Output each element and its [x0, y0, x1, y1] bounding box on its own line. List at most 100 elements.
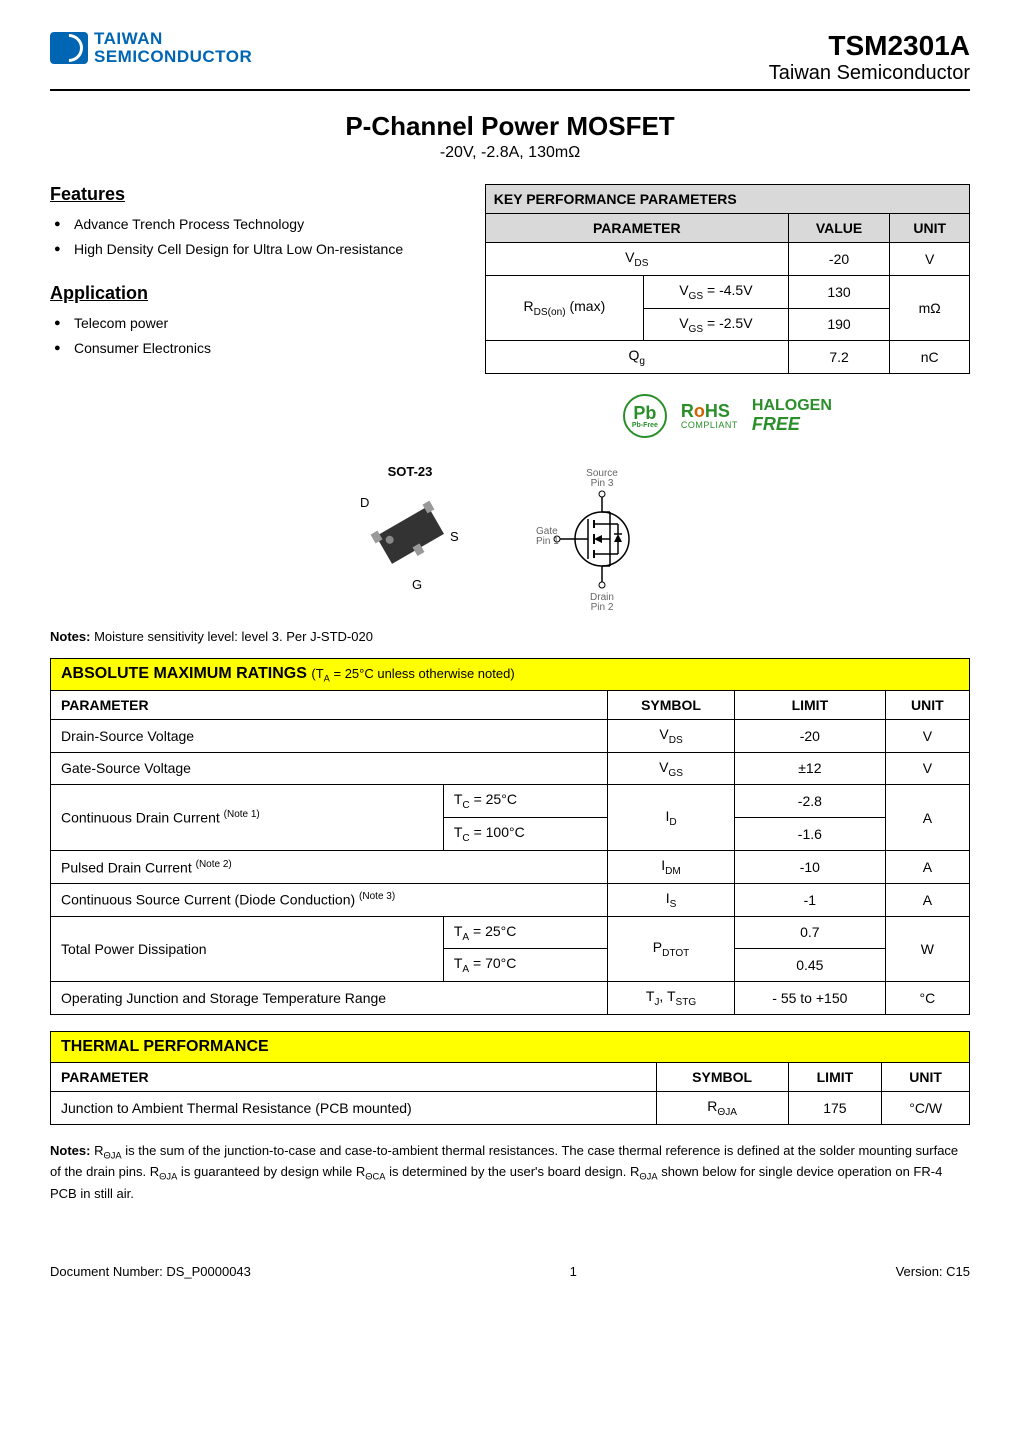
r3-c2-sub: C [462, 833, 469, 844]
r3-limit1: -2.8 [734, 785, 885, 818]
abs-col-parameter: PARAMETER [51, 690, 608, 719]
qg-unit: nC [890, 341, 970, 374]
thermal-r1-unit: °C/W [882, 1091, 970, 1124]
r6-sym-pre: P [653, 939, 662, 955]
r5-unit: A [885, 883, 969, 916]
abs-col-limit: LIMIT [734, 690, 885, 719]
qg-pre: Q [629, 347, 640, 363]
halogen-text: HALOGEN [752, 398, 832, 415]
table-row: Continuous Source Current (Diode Conduct… [51, 883, 970, 916]
rds-pre: R [524, 298, 534, 314]
r7-sym-sep: , [659, 988, 667, 1004]
rds-cond2-pre: V [679, 315, 688, 331]
abs-title-sub-post: = 25°C unless otherwise noted) [330, 666, 515, 681]
rds-cond1-sub: GS [689, 291, 704, 302]
r5-limit: -1 [734, 883, 885, 916]
abs-col-unit: UNIT [885, 690, 969, 719]
r6-c1-post: = 25°C [469, 923, 516, 939]
logo-line2: SEMICONDUCTOR [94, 48, 252, 66]
table-row: Continuous Drain Current (Note 1) TC = 2… [51, 785, 970, 818]
r6-sym-sub: DTOT [662, 948, 689, 959]
features-list: Advance Trench Process Technology High D… [50, 215, 455, 259]
rds-cond1-post: = -4.5V [703, 282, 752, 298]
logo-line1: TAIWAN [94, 30, 252, 48]
fn-sub3: ΘCA [365, 1172, 385, 1182]
pin-d-label: D [360, 495, 369, 510]
footer-right: Version: C15 [896, 1264, 970, 1279]
qg-label: Qg [485, 341, 788, 374]
application-heading: Application [50, 283, 455, 304]
page-subtitle: -20V, -2.8A, 130mΩ [50, 144, 970, 162]
pb-free-icon: Pb Pb-Free [623, 394, 667, 438]
pin1-label: Pin 1 [536, 536, 559, 547]
thermal-col-symbol: SYMBOL [656, 1062, 788, 1091]
fn-d: is determined by the user's board design… [385, 1164, 639, 1179]
rohs-o: o [694, 401, 705, 421]
r5-note: (Note 3) [359, 891, 395, 902]
r3-c1-post: = 25°C [470, 791, 517, 807]
halogen-free-badge: HALOGEN FREE [752, 398, 832, 434]
r7-param: Operating Junction and Storage Temperatu… [51, 982, 608, 1015]
r2-sym-sub: GS [668, 767, 683, 778]
r3-c1-sub: C [462, 800, 469, 811]
r4-param-text: Pulsed Drain Current [61, 859, 196, 875]
table-row: Junction to Ambient Thermal Resistance (… [51, 1091, 970, 1124]
notes-line: Notes: Moisture sensitivity level: level… [50, 629, 970, 644]
mosfet-symbol-icon: Source Pin 3 [530, 464, 680, 614]
header-right: TSM2301A Taiwan Semiconductor [769, 30, 970, 85]
notes-text: Moisture sensitivity level: level 3. Per… [90, 629, 372, 644]
r7-unit: °C [885, 982, 969, 1015]
rds-cond2-post: = -2.5V [703, 315, 752, 331]
free-text: FREE [752, 415, 832, 434]
page-footer: Document Number: DS_P0000043 1 Version: … [50, 1264, 970, 1279]
feature-item: High Density Cell Design for Ultra Low O… [54, 240, 455, 259]
r4-sym: IDM [608, 850, 735, 883]
feature-item: Advance Trench Process Technology [54, 215, 455, 234]
rds-suffix: (max) [566, 298, 606, 314]
fn-sub4: ΘJA [639, 1172, 657, 1182]
pin2-label: Pin 2 [591, 602, 614, 613]
thermal-r1-param: Junction to Ambient Thermal Resistance (… [51, 1091, 657, 1124]
pin-s-label: S [450, 529, 459, 544]
footer-notes-bold: Notes: [50, 1143, 90, 1158]
r4-unit: A [885, 850, 969, 883]
diagrams-row: SOT-23 D S G Source Pin 3 [50, 464, 970, 617]
page-title: P-Channel Power MOSFET [50, 111, 970, 142]
r3-note: (Note 1) [224, 809, 260, 820]
r3-sym-sub: D [669, 817, 676, 828]
upper-columns: Features Advance Trench Process Technolo… [50, 184, 970, 438]
rds-val1: 130 [788, 275, 890, 308]
thermal-col-parameter: PARAMETER [51, 1062, 657, 1091]
r7-limit: - 55 to +150 [734, 982, 885, 1015]
r3-c2-post: = 100°C [470, 824, 525, 840]
compliance-badges: Pb Pb-Free RoHS COMPLIANT HALOGEN FREE [485, 394, 970, 438]
pin-g-label: G [412, 577, 422, 592]
abs-max-title-text: ABSOLUTE MAXIMUM RATINGS [61, 665, 311, 682]
rds-cond2-sub: GS [689, 323, 704, 334]
table-row: Total Power Dissipation TA = 25°C PDTOT … [51, 916, 970, 949]
r6-c2-post: = 70°C [469, 955, 516, 971]
logo-text: TAIWAN SEMICONDUCTOR [94, 30, 252, 66]
thermal-col-limit: LIMIT [788, 1062, 882, 1091]
pb-text: Pb [633, 404, 656, 422]
right-column: KEY PERFORMANCE PARAMETERS PARAMETER VAL… [485, 184, 970, 438]
r7-sym-pre2: T [667, 988, 676, 1004]
r1-param: Drain-Source Voltage [51, 719, 608, 752]
rds-cond1: VGS = -4.5V [644, 275, 789, 308]
r1-sym-pre: V [659, 726, 668, 742]
r6-unit: W [885, 916, 969, 982]
r6-sym: PDTOT [608, 916, 735, 982]
r6-cond1: TA = 25°C [443, 916, 607, 949]
r3-param: Continuous Drain Current (Note 1) [51, 785, 444, 851]
rohs-text: RoHS [681, 402, 738, 420]
key-perf-title: KEY PERFORMANCE PARAMETERS [485, 185, 969, 214]
left-column: Features Advance Trench Process Technolo… [50, 184, 455, 382]
table-row: Gate-Source Voltage VGS ±12 V [51, 752, 970, 785]
r2-param: Gate-Source Voltage [51, 752, 608, 785]
th-r1-sym-sub: ΘJA [717, 1107, 737, 1118]
r4-param: Pulsed Drain Current (Note 2) [51, 850, 608, 883]
footer-left: Document Number: DS_P0000043 [50, 1264, 251, 1279]
pb-sub: Pb-Free [632, 422, 658, 429]
sot23-label: SOT-23 [340, 464, 480, 479]
thermal-r1-limit: 175 [788, 1091, 882, 1124]
